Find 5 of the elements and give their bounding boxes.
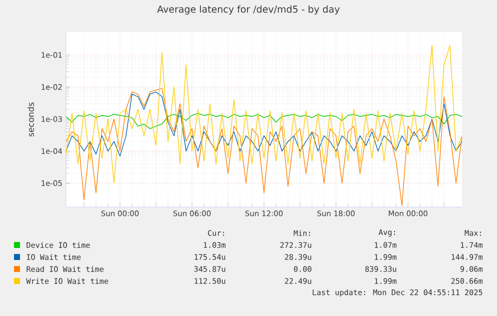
line-series <box>66 113 462 130</box>
chart-title: Average latency for /dev/md5 - by day <box>157 5 340 15</box>
line-series <box>66 44 462 184</box>
y-axis-title: seconds <box>27 102 34 136</box>
line-series <box>66 92 462 156</box>
